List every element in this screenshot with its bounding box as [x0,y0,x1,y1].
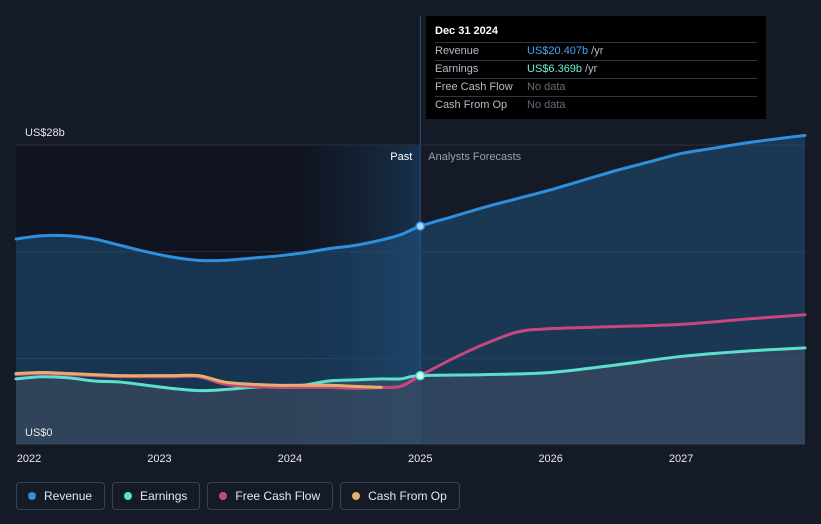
x-axis-ticks: 2022 2023 2024 2025 2026 2027 [17,453,694,465]
tooltip-value: No data [527,81,566,93]
tooltip-row-cash-from-op: Cash From Op No data [435,96,757,114]
x-tick-label: 2026 [538,453,562,465]
x-tick-label: 2022 [17,453,41,465]
legend-dot-icon [352,492,361,500]
tooltip-row-earnings: Earnings US$6.369b /yr [435,60,757,78]
series-area-earnings [16,347,805,444]
tooltip-label: Cash From Op [435,99,508,111]
revenue-highlight-point [415,221,426,231]
tooltip-value: US$20.407b [527,45,589,57]
tooltip-unit: /yr [585,63,598,75]
tooltip-date: Dec 31 2024 [435,25,498,37]
legend-label: Earnings [140,489,188,503]
forecast-label: Analysts Forecasts [428,151,521,163]
tooltip-row-revenue: Revenue US$20.407b /yr [435,42,757,60]
tooltip-label: Earnings [435,63,479,75]
legend-dot-icon [219,492,228,500]
past-label: Past [390,151,412,163]
legend-dot-icon [124,492,133,500]
tooltip-value: US$6.369b [527,63,583,75]
y-axis-top-label: US$28b [25,127,65,139]
x-tick-label: 2024 [278,453,302,465]
tooltip-label: Revenue [435,45,480,57]
series-line-cash-from-op [14,370,383,389]
earnings-highlight-point [415,370,426,381]
x-tick-label: 2025 [408,453,432,465]
chart-legend: Revenue Earnings Free Cash Flow Cash Fro… [16,482,460,510]
legend-item-revenue[interactable]: Revenue [16,482,106,510]
y-axis-bottom-label: US$0 [25,427,53,439]
data-tooltip: Dec 31 2024 Revenue US$20.407b /yr Earni… [426,16,766,119]
legend-label: Free Cash Flow [235,489,321,503]
legend-item-earnings[interactable]: Earnings [112,482,201,510]
tooltip-value: No data [527,99,566,111]
highlight-points [415,221,426,381]
tooltip-unit: /yr [591,45,604,57]
legend-item-free-cash-flow[interactable]: Free Cash Flow [207,482,334,510]
legend-label: Revenue [44,489,93,503]
legend-dot-icon [28,492,36,500]
x-tick-label: 2023 [147,453,171,465]
legend-item-cash-from-op[interactable]: Cash From Op [340,482,460,510]
legend-label: Cash From Op [368,489,447,503]
tooltip-row-free-cash-flow: Free Cash Flow No data [435,78,757,96]
series-line-revenue [14,133,807,263]
tooltip-label: Free Cash Flow [435,81,513,93]
x-tick-label: 2027 [669,453,693,465]
series-lines [14,133,807,393]
